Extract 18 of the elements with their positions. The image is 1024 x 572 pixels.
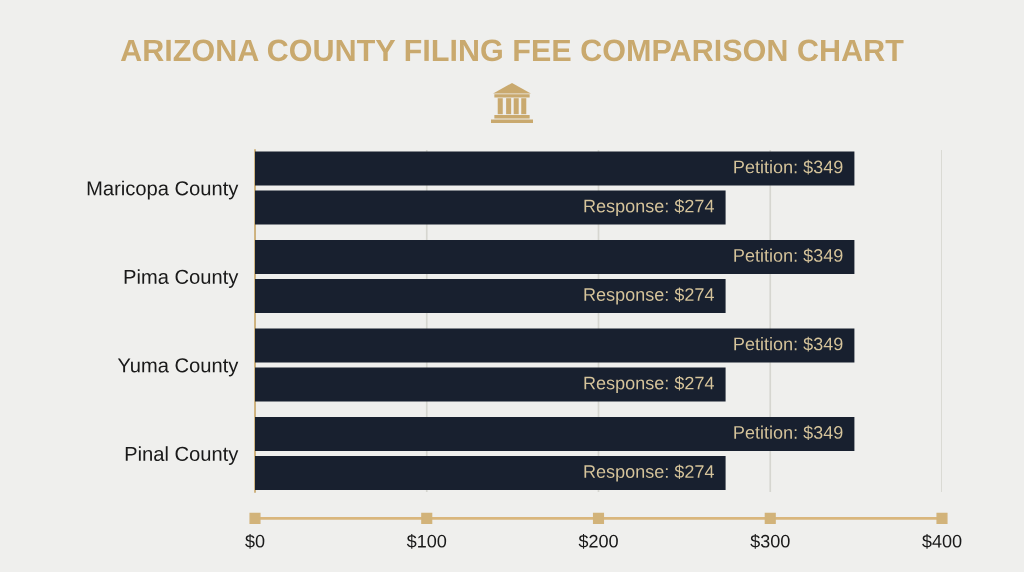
data-label: Response: $274	[584, 464, 714, 482]
y-tick-label: Yuma County	[117, 358, 239, 377]
x-tick-label: $100	[406, 534, 447, 549]
chart-title: ARIZONA COUNTY FILING FEE COMPARISON CHART	[120, 39, 904, 62]
x-tick-label: $0	[245, 534, 265, 549]
data-label: Petition: $349	[734, 159, 843, 175]
y-tick-label: Pima County	[124, 269, 239, 288]
data-label: Response: $274	[584, 375, 714, 394]
x-tick-label: $300	[750, 534, 790, 549]
y-tick-label: Maricopa County	[87, 180, 239, 200]
data-label: Response: $274	[584, 198, 714, 216]
data-label: Petition: $349	[734, 336, 843, 352]
data-label: Response: $274	[584, 287, 714, 305]
x-tick-label: $200	[578, 534, 618, 549]
data-label: Petition: $349	[734, 248, 843, 263]
x-tick-label: $400	[922, 534, 962, 549]
y-tick-label: Pinal County	[125, 446, 239, 465]
data-label: Petition: $349	[734, 425, 843, 440]
